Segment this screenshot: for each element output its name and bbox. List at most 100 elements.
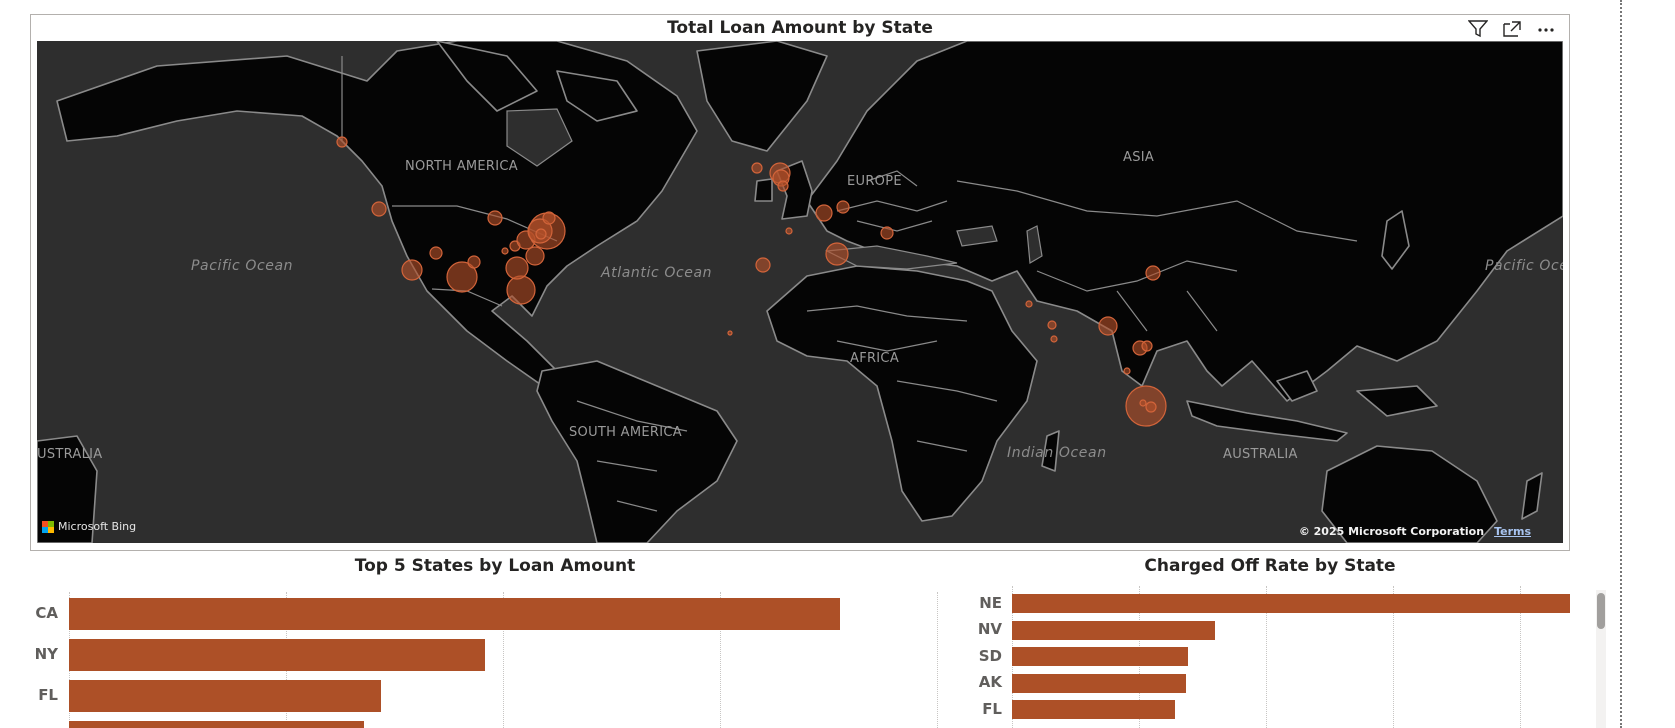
bubble [525,246,545,266]
africa-landmass [766,265,1038,522]
greenland-landmass [696,41,828,152]
bubble [487,210,503,226]
copyright-text: © 2025 Microsoft Corporation [1298,525,1485,538]
focus-mode-button[interactable] [1497,17,1527,41]
bar-partial[interactable] [69,721,365,728]
category-label: NY [34,645,58,663]
category-label: SD [978,646,1002,665]
bubble [446,261,478,293]
uk-landmass [754,160,813,220]
bubble [1145,401,1157,413]
top5-states-chart[interactable]: Top 5 States by Loan Amount CA NY FL [30,556,940,728]
microsoft-logo-icon [42,520,54,533]
category-label: NV [977,620,1002,638]
bubble [880,226,894,240]
bubble [535,228,547,240]
bubble [755,257,771,273]
bubble [785,227,793,235]
bar[interactable] [69,639,486,671]
category-label: CA [35,604,58,622]
category-label: NE [979,593,1002,612]
bubble [1141,340,1153,352]
bar[interactable] [1012,647,1188,666]
bubble [815,204,833,222]
chart-scrollbar-track[interactable] [1596,590,1606,728]
page-boundary [1620,0,1622,728]
charged-off-rate-chart[interactable]: Charged Off Rate by State NE NV SD AK FL [950,556,1590,728]
europe-borders [836,170,948,232]
australia-wrap-landmass [37,435,98,543]
map-canvas[interactable]: NORTH AMERICA SOUTH AMERICA EUROPE AFRIC… [37,41,1563,543]
more-options-button[interactable] [1531,17,1561,41]
label-australia: AUSTRALIA [1223,447,1298,462]
focus-mode-icon [1503,21,1521,37]
bubble [1123,367,1131,375]
label-pacific-ocean-right: Pacific Oce [1485,258,1563,274]
australia-landmass [1321,445,1498,543]
gridline [503,592,504,728]
hudson-bay [506,108,573,167]
chart-scrollbar-thumb[interactable] [1597,593,1605,629]
bubble [1025,300,1033,308]
new-zealand-landmass [1521,472,1543,520]
filter-button[interactable] [1463,17,1493,41]
russia-border [956,180,1358,242]
map-title: Total Loan Amount by State [667,18,933,38]
bubble [1047,320,1057,330]
bar[interactable] [1012,620,1215,640]
gridline [1520,586,1521,728]
bar[interactable] [1012,700,1176,719]
category-label: FL [982,699,1002,718]
bar[interactable] [69,680,382,712]
visual-header [1463,17,1561,41]
label-pacific-ocean-left: Pacific Ocean [191,258,294,274]
south-america-landmass [536,360,738,543]
terms-link[interactable]: Terms [1494,525,1531,538]
more-options-icon [1538,28,1554,32]
bing-label: Microsoft Bing [58,520,137,533]
label-atlantic-ocean: Atlantic Ocean [601,265,713,281]
bubble [501,247,509,255]
caspian-sea [1026,225,1043,264]
bubble [727,330,733,336]
asia-borders [1036,260,1238,332]
chargeoff-chart-title: Charged Off Rate by State [1144,556,1396,576]
map-copyright: © 2025 Microsoft Corporation Terms [1299,525,1531,538]
bubble [825,242,849,266]
bar[interactable] [69,598,840,630]
bubble [371,201,387,217]
eurasia-landmass [806,41,1563,402]
arctic-islands [436,41,638,122]
top5-chart-title: Top 5 States by Loan Amount [354,556,636,576]
world-map [37,41,1563,543]
label-indian-ocean: Indian Ocean [1007,445,1107,461]
indonesia-landmass [1186,370,1438,442]
bar[interactable] [1012,594,1570,613]
bubble-layer [336,136,1167,427]
top5-plot-area: CA NY FL [30,556,940,728]
bubble [1145,265,1161,281]
bubble [505,256,529,280]
bubble [1050,335,1058,343]
bubble [836,200,850,214]
bing-logo[interactable]: Microsoft Bing [42,520,136,533]
label-asia: ASIA [1123,150,1155,165]
category-label: AK [978,673,1002,691]
bubble [1139,399,1147,407]
madagascar-landmass [1041,430,1060,472]
bubble [467,255,481,269]
japan-landmass [1381,210,1410,270]
filter-icon [1468,20,1488,38]
map-visual[interactable]: Total Loan Amount by State [30,14,1570,551]
africa-borders [806,305,998,452]
bubble [401,259,423,281]
label-south-america: SOUTH AMERICA [569,425,682,440]
bubble [751,162,763,174]
bar[interactable] [1012,673,1187,693]
mediterranean-sea [824,245,958,270]
black-sea [956,225,998,247]
chargeoff-plot-area: NE NV SD AK FL [950,556,1590,728]
bubble [542,211,556,225]
gridline [1393,586,1394,728]
bubble [777,180,789,192]
